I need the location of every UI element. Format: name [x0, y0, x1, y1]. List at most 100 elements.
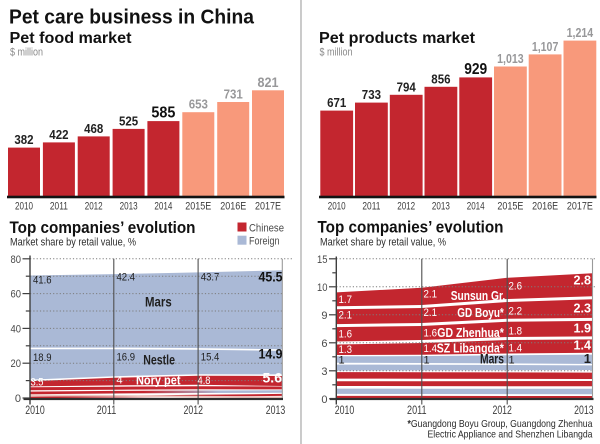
svg-text:1: 1	[339, 354, 345, 366]
svg-text:1,013: 1,013	[497, 51, 524, 66]
svg-text:2013: 2013	[266, 405, 286, 417]
svg-text:1.4: 1.4	[574, 338, 592, 353]
svg-text:Mars: Mars	[145, 295, 172, 310]
svg-text:4: 4	[117, 375, 123, 387]
svg-text:794: 794	[397, 79, 417, 94]
svg-text:Mars: Mars	[480, 351, 504, 366]
svg-text:1: 1	[509, 354, 515, 366]
svg-text:2012: 2012	[397, 201, 415, 213]
svg-text:733: 733	[362, 87, 381, 102]
svg-text:5.6: 5.6	[263, 370, 283, 386]
svg-text:15: 15	[317, 254, 328, 266]
svg-text:80: 80	[11, 254, 22, 266]
svg-text:1.6: 1.6	[424, 328, 438, 340]
svg-text:45.5: 45.5	[259, 270, 283, 285]
svg-text:9: 9	[321, 310, 327, 322]
svg-text:2010: 2010	[328, 201, 346, 213]
svg-text:GD Zhenhua*: GD Zhenhua*	[437, 325, 504, 340]
svg-text:2.3: 2.3	[574, 301, 592, 316]
svg-text:42.4: 42.4	[117, 272, 136, 284]
svg-text:2017E: 2017E	[567, 201, 593, 213]
svg-text:1.8: 1.8	[509, 326, 523, 338]
svg-text:15.4: 15.4	[201, 352, 220, 364]
svg-text:Nory pet: Nory pet	[136, 374, 181, 388]
svg-text:Pet food market: Pet food market	[10, 30, 132, 47]
svg-text:2016E: 2016E	[220, 201, 246, 213]
svg-text:2013: 2013	[120, 201, 138, 213]
svg-text:2.1: 2.1	[339, 309, 353, 321]
svg-text:$ million: $ million	[320, 47, 353, 59]
svg-text:2011: 2011	[407, 405, 427, 417]
svg-text:Market share by retail value,: Market share by retail value, %	[320, 237, 446, 249]
svg-text:3: 3	[321, 366, 327, 378]
svg-text:1.4: 1.4	[509, 343, 523, 355]
svg-text:*Guangdong Boyu Group, Guangdo: *Guangdong Boyu Group, Guangdong Zhenhua	[408, 418, 593, 430]
svg-text:2013: 2013	[432, 201, 450, 213]
svg-text:14.9: 14.9	[259, 347, 283, 362]
svg-text:Market share by retail value,: Market share by retail value, %	[10, 237, 136, 249]
svg-text:1: 1	[424, 354, 430, 366]
svg-text:2.1: 2.1	[424, 307, 438, 319]
svg-text:1.6: 1.6	[339, 329, 353, 341]
svg-text:1,107: 1,107	[532, 39, 559, 54]
svg-text:2010: 2010	[335, 405, 355, 417]
svg-text:SZ Libangda*: SZ Libangda*	[437, 341, 505, 356]
svg-text:2010: 2010	[15, 201, 33, 213]
svg-text:653: 653	[189, 97, 208, 112]
svg-text:2016E: 2016E	[532, 201, 558, 213]
svg-text:Foreign: Foreign	[249, 236, 280, 248]
svg-text:2014: 2014	[467, 201, 485, 213]
svg-text:856: 856	[431, 71, 450, 86]
svg-text:2017E: 2017E	[255, 201, 281, 213]
svg-text:0: 0	[321, 394, 327, 406]
svg-text:0: 0	[15, 393, 21, 405]
svg-text:$ million: $ million	[10, 47, 43, 59]
svg-text:585: 585	[151, 105, 175, 122]
svg-text:1,214: 1,214	[567, 25, 594, 40]
svg-text:468: 468	[84, 121, 103, 136]
svg-text:40: 40	[11, 323, 22, 335]
svg-text:2011: 2011	[50, 201, 68, 213]
svg-text:422: 422	[49, 127, 68, 142]
svg-text:2012: 2012	[85, 201, 103, 213]
svg-text:821: 821	[258, 74, 279, 90]
svg-text:1.9: 1.9	[574, 321, 592, 336]
svg-text:2011: 2011	[97, 405, 117, 417]
svg-text:2014: 2014	[154, 201, 172, 213]
svg-text:1: 1	[584, 351, 591, 366]
svg-text:41.6: 41.6	[33, 275, 52, 287]
svg-text:2012: 2012	[184, 405, 204, 417]
svg-text:18.9: 18.9	[33, 352, 52, 364]
svg-text:671: 671	[327, 95, 346, 110]
svg-text:2010: 2010	[25, 405, 45, 417]
svg-text:2.2: 2.2	[509, 306, 523, 318]
svg-text:2.8: 2.8	[574, 273, 592, 288]
svg-text:16.9: 16.9	[117, 352, 136, 364]
svg-text:1.7: 1.7	[339, 294, 353, 306]
svg-text:2015E: 2015E	[497, 201, 523, 213]
svg-text:382: 382	[14, 132, 33, 147]
svg-text:Top companies’ evolution: Top companies’ evolution	[318, 219, 504, 237]
svg-text:2012: 2012	[492, 405, 512, 417]
svg-text:Electric Appliance and Shenzhe: Electric Appliance and Shenzhen Libangda	[428, 429, 593, 441]
svg-text:3.5: 3.5	[31, 376, 44, 388]
svg-text:525: 525	[119, 113, 138, 128]
svg-text:2.1: 2.1	[424, 288, 438, 300]
svg-text:731: 731	[224, 87, 243, 102]
svg-text:1.4: 1.4	[424, 343, 438, 355]
svg-text:4.8: 4.8	[198, 375, 211, 387]
svg-text:Sunsun Gr.: Sunsun Gr.	[451, 288, 506, 303]
svg-text:60: 60	[11, 289, 22, 301]
svg-text:Pet care business in China: Pet care business in China	[9, 6, 255, 29]
svg-text:929: 929	[464, 61, 487, 78]
svg-text:6: 6	[321, 338, 327, 350]
svg-text:2011: 2011	[362, 201, 380, 213]
svg-text:20: 20	[11, 358, 22, 370]
svg-text:2.6: 2.6	[509, 280, 523, 292]
svg-text:43.7: 43.7	[201, 272, 220, 284]
svg-text:2013: 2013	[574, 405, 594, 417]
svg-text:GD Boyu*: GD Boyu*	[457, 305, 504, 320]
svg-text:Chinese: Chinese	[249, 223, 284, 235]
svg-text:Nestle: Nestle	[143, 353, 175, 368]
svg-text:2015E: 2015E	[185, 201, 211, 213]
